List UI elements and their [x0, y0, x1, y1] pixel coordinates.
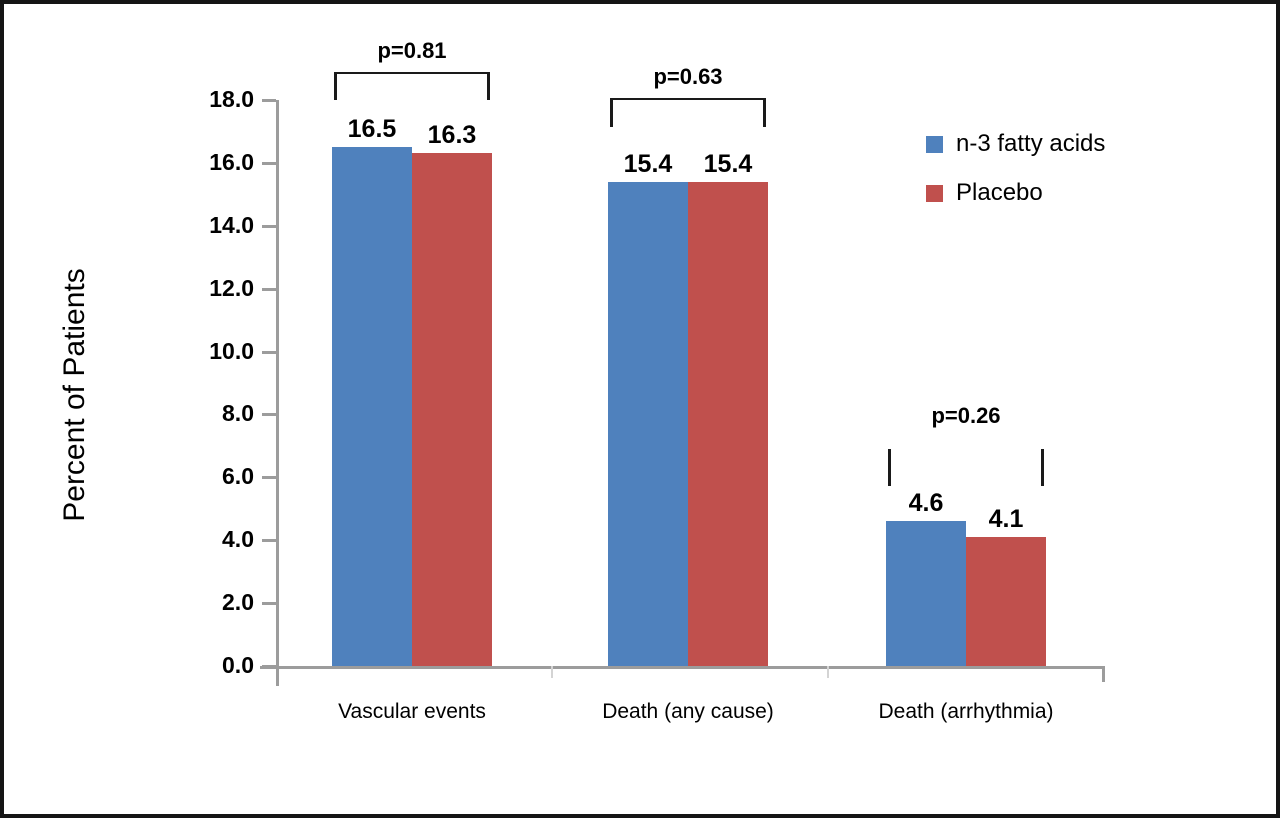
significance-bracket-end — [487, 72, 490, 101]
bar-value-label: 4.1 — [988, 505, 1024, 534]
x-axis-line — [260, 666, 1105, 669]
x-category-label: Death (arrhythmia) — [878, 700, 1054, 723]
x-category-label: Vascular events — [338, 700, 486, 723]
y-axis-line — [276, 100, 279, 686]
significance-bracket — [334, 72, 490, 75]
legend-swatch-icon — [926, 185, 943, 202]
p-value-label: p=0.63 — [653, 63, 723, 89]
y-tick-label: 2.0 — [222, 589, 254, 616]
y-tick-label: 0.0 — [222, 652, 254, 678]
y-tick-label: 10.0 — [209, 337, 254, 364]
bar-n-3-fatty-acids — [608, 181, 688, 666]
bar-value-label: 16.3 — [427, 121, 477, 150]
y-tick-label: 14.0 — [209, 211, 254, 238]
y-tick-label: 6.0 — [222, 463, 254, 490]
y-axis-title: Percent of Patients — [58, 268, 91, 522]
y-tick — [262, 539, 276, 543]
bar-value-label: 16.5 — [347, 115, 397, 144]
bar-n-3-fatty-acids — [886, 521, 966, 666]
significance-bracket-end — [763, 97, 766, 127]
y-tick-label: 8.0 — [222, 400, 254, 427]
y-tick-label: 16.0 — [209, 148, 254, 175]
legend-swatch-icon — [926, 136, 943, 153]
significance-bracket-end — [334, 72, 337, 101]
y-tick-label: 18.0 — [209, 85, 254, 112]
bar-placebo — [966, 537, 1046, 666]
x-axis-end-tick — [1102, 666, 1105, 682]
y-tick — [262, 413, 276, 417]
significance-bracket-end — [610, 97, 613, 127]
category-boundary-tick — [551, 666, 553, 678]
y-tick — [262, 602, 276, 606]
bar-n-3-fatty-acids — [332, 147, 412, 666]
y-tick — [262, 665, 276, 668]
p-value-label: p=0.81 — [377, 38, 447, 64]
significance-bracket-end — [1041, 449, 1044, 487]
y-tick-label: 4.0 — [222, 526, 254, 553]
y-tick — [262, 476, 276, 480]
y-tick — [262, 287, 276, 291]
legend-label: Placebo — [956, 179, 1043, 206]
significance-bracket-end — [888, 449, 891, 487]
significance-bracket — [610, 97, 766, 100]
bar-value-label: 15.4 — [703, 149, 753, 178]
y-tick — [262, 224, 276, 228]
y-tick-label: 12.0 — [209, 274, 254, 301]
bar-value-label: 15.4 — [623, 149, 673, 178]
bar-placebo — [688, 181, 768, 666]
y-tick — [262, 161, 276, 165]
y-tick — [262, 98, 276, 102]
x-category-label: Death (any cause) — [602, 700, 774, 723]
legend-label: n-3 fatty acids — [956, 130, 1106, 157]
bar-placebo — [412, 153, 492, 666]
category-boundary-tick — [827, 666, 829, 678]
p-value-label: p=0.26 — [931, 403, 1001, 429]
y-tick — [262, 350, 276, 354]
bar-value-label: 4.6 — [908, 489, 944, 518]
